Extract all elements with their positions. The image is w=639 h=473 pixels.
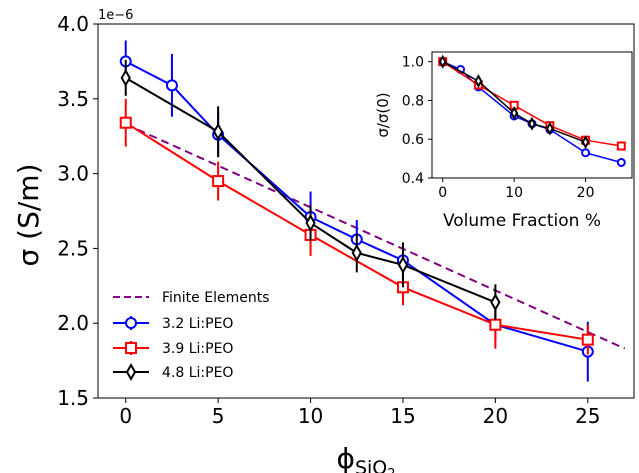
main-series-4-8-li-peo-point [120, 68, 131, 87]
main-series-4-8-li-peo-point [305, 213, 316, 232]
main-series-finite-elements-line [125, 123, 626, 350]
main-series-4-8-li-peo-point [212, 122, 224, 141]
main-series [119, 40, 626, 382]
inset-plot-frame [431, 51, 633, 179]
inset-series-3-9-li-peo-line [442, 61, 622, 147]
main-series-4-8-li-peo [120, 59, 501, 321]
legend-label-4-8: 4.8 Li:PEO [162, 365, 233, 381]
main-y-tick-label-2-5: 2.5 [57, 236, 89, 260]
main-series-4-8-li-peo-point [397, 255, 409, 274]
legend-marker-circle [125, 317, 137, 329]
main-y-tick-label-3-0: 3.0 [57, 162, 89, 186]
inset-y-axis-label: σ/σ(0) [374, 92, 392, 137]
main-series-3-9-li-peo-point [119, 116, 132, 129]
inset-x-axis-label: Volume Fraction % [443, 211, 601, 231]
main-offset-label: 1e−6 [98, 8, 133, 23]
inset-y-tick-label-0-4: 0.4 [402, 171, 424, 187]
main-x-tick-label-20: 20 [483, 404, 508, 428]
legend-label-finite-elements: Finite Elements [162, 290, 270, 306]
main-y-tick-label-4-0: 4.0 [57, 12, 89, 36]
inset-x-tick-label-0: 0 [438, 185, 447, 201]
main-x-axis-label: ϕSiO2 [336, 442, 395, 473]
main-series-4-8-li-peo-line [125, 77, 496, 304]
main-series-3-9-li-peo-point [212, 175, 225, 188]
main-y-axis-label: σ (S/m) [12, 164, 45, 267]
main-y-tick-label-1-5: 1.5 [57, 386, 89, 410]
main-legend: Finite Elements 3.2 Li:PEO 3.9 Li:PEO 4.… [113, 290, 270, 382]
inset-series-4-8-li-peo-point [510, 106, 519, 120]
legend-label-3-9: 3.9 Li:PEO [162, 341, 233, 357]
main-series-4-8-li-peo-point [351, 243, 362, 262]
inset-series-3-9-li-peo-point [616, 141, 626, 151]
legend-label-3-2: 3.2 Li:PEO [162, 316, 233, 332]
main-x-tick-label-15: 15 [390, 404, 415, 428]
main-x-tick-label-10: 10 [298, 404, 323, 428]
inset-series-4-8-li-peo-point [438, 54, 447, 69]
legend-marker-diamond [125, 362, 137, 382]
main-x-tick-label-0: 0 [119, 404, 132, 428]
main-plot: 0 5 10 15 20 25 1.5 2.0 2.5 3.0 3.5 4.0 1e−6 σ (S/m… [12, 8, 635, 473]
inset-series [438, 54, 626, 167]
main-series-3-2-li-peo-point [165, 79, 178, 92]
inset-series-4-8-li-peo-point [545, 121, 554, 136]
main-y-tick-label-3-5: 3.5 [57, 87, 89, 111]
main-plot-frame [97, 23, 635, 399]
main-x-tick-label-5: 5 [212, 404, 225, 428]
inset-plot: 0 10 20 0.4 0.6 0.8 1.0 σ/σ(0) Volume Fraction… [374, 51, 633, 231]
inset-series-3-2-li-peo-point [581, 148, 591, 158]
main-y-tick-label-2-0: 2.0 [57, 311, 89, 335]
main-series-3-9-li-peo-point [489, 318, 502, 331]
inset-series-4-8-li-peo-point [581, 135, 590, 150]
main-ticks: 0 5 10 15 20 25 1.5 2.0 2.5 3.0 3.5 4.0 [57, 12, 600, 428]
inset-series-4-8-li-peo-line [442, 61, 586, 143]
inset-x-tick-label-20: 20 [577, 185, 595, 201]
inset-series-4-8-li-peo-point [474, 74, 483, 88]
inset-series-3-2-li-peo-point [616, 157, 626, 167]
inset-series-4-8-li-peo-point [528, 116, 536, 131]
main-series-finite-elements [125, 123, 626, 350]
main-x-tick-label-25: 25 [575, 404, 600, 428]
main-series-3-2-li-peo-line [125, 60, 589, 353]
inset-ticks: 0 10 20 0.4 0.6 0.8 1.0 [402, 55, 595, 201]
inset-y-tick-label-0-8: 0.8 [402, 93, 424, 109]
inset-y-tick-label-0-6: 0.6 [402, 132, 424, 148]
inset-y-tick-label-1-0: 1.0 [402, 55, 424, 71]
main-series-4-8-li-peo-point [490, 293, 501, 312]
inset-x-tick-label-10: 10 [505, 185, 523, 201]
legend-marker-square [125, 342, 137, 354]
main-series-3-9-li-peo-point [581, 333, 594, 346]
inset-series-4-8-li-peo [438, 54, 590, 150]
